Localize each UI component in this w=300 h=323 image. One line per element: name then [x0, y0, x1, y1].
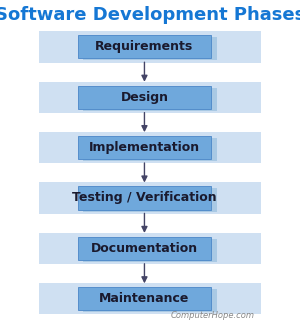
FancyBboxPatch shape [83, 138, 217, 161]
FancyBboxPatch shape [83, 88, 217, 111]
FancyBboxPatch shape [83, 37, 217, 60]
Text: Documentation: Documentation [91, 242, 198, 255]
FancyBboxPatch shape [78, 86, 211, 109]
Bar [39, 233, 261, 264]
Bar [39, 132, 261, 163]
FancyBboxPatch shape [78, 186, 211, 210]
Text: Implementation: Implementation [89, 141, 200, 154]
FancyBboxPatch shape [78, 287, 211, 310]
FancyBboxPatch shape [78, 35, 211, 58]
FancyBboxPatch shape [78, 237, 211, 260]
FancyBboxPatch shape [78, 136, 211, 159]
Text: Testing / Verification: Testing / Verification [72, 192, 217, 204]
Text: Maintenance: Maintenance [99, 292, 190, 305]
FancyBboxPatch shape [83, 188, 217, 212]
FancyBboxPatch shape [83, 239, 217, 262]
Bar [39, 82, 261, 113]
Bar [39, 283, 261, 315]
Bar [39, 182, 261, 214]
Text: Design: Design [120, 91, 168, 104]
Text: ComputerHope.com: ComputerHope.com [170, 311, 254, 320]
Text: Requirements: Requirements [95, 40, 194, 53]
FancyBboxPatch shape [83, 289, 217, 312]
Text: Software Development Phases: Software Development Phases [0, 5, 300, 24]
Bar [39, 31, 261, 63]
